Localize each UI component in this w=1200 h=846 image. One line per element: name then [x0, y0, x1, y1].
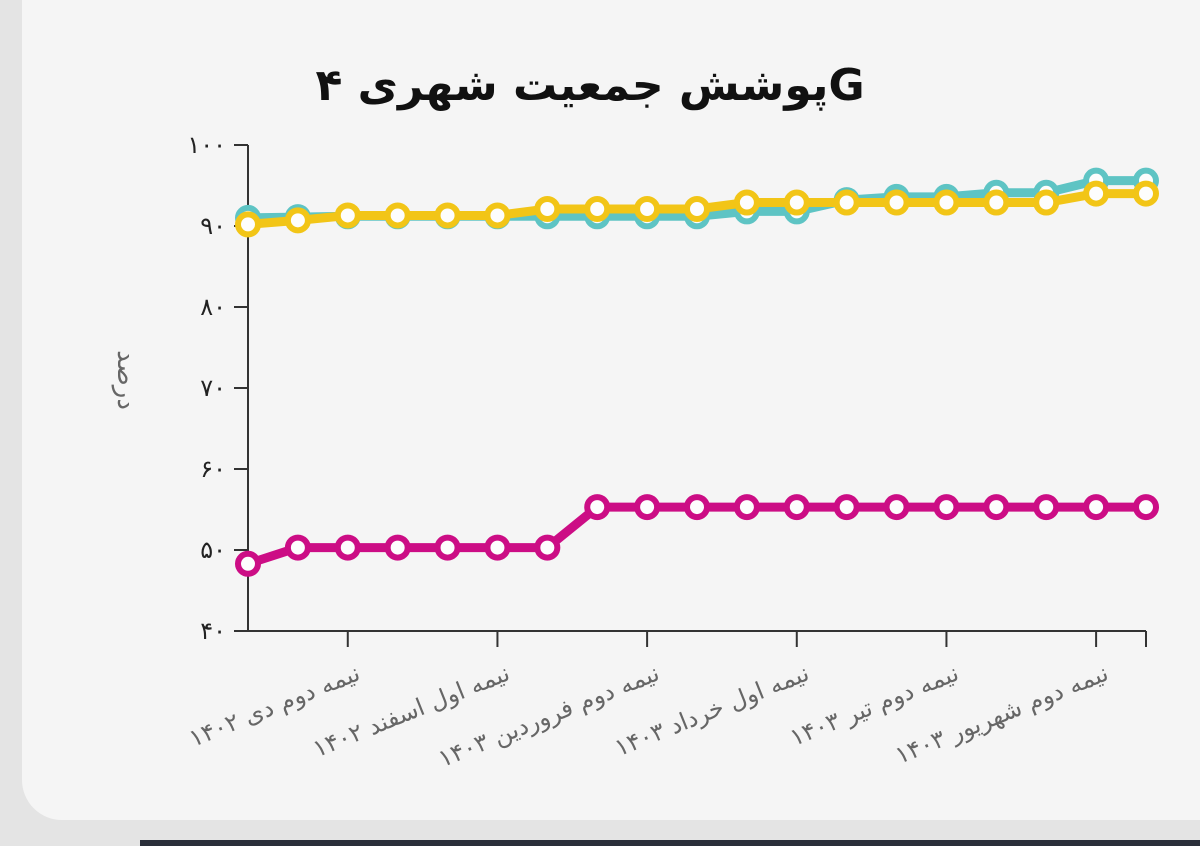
data-point: [334, 202, 361, 229]
y-tick-label: ۱۰۰: [187, 131, 226, 159]
data-point: [235, 550, 261, 577]
data-point: [484, 202, 511, 229]
y-tick-label: ۴۰: [200, 617, 226, 645]
data-point: [733, 494, 760, 521]
data-point: [783, 494, 810, 521]
data-point: [1133, 494, 1159, 521]
data-point: [1133, 180, 1159, 207]
data-point: [235, 211, 261, 238]
chart-card: [22, 0, 1200, 820]
data-point: [334, 534, 361, 561]
data-point: [883, 189, 910, 216]
data-point: [284, 207, 311, 234]
y-tick-label: ۶۰: [200, 455, 226, 483]
data-point: [584, 195, 611, 222]
y-axis-label: درصد: [111, 350, 141, 410]
data-point: [584, 494, 611, 521]
data-point: [384, 202, 411, 229]
data-point: [783, 189, 810, 216]
data-point: [1033, 494, 1060, 521]
chart-title: پوشش جمعیت شهری ۴G: [315, 60, 864, 111]
data-point: [634, 494, 661, 521]
data-point: [634, 195, 661, 222]
data-point: [983, 189, 1010, 216]
series-layer: [235, 167, 1159, 577]
data-point: [933, 494, 960, 521]
data-point: [933, 189, 960, 216]
data-point: [983, 494, 1010, 521]
taskbar-strip: [140, 840, 1200, 846]
data-point: [434, 202, 461, 229]
data-point: [684, 195, 710, 222]
data-point: [684, 494, 710, 521]
data-point: [833, 189, 860, 216]
data-point: [1083, 494, 1110, 521]
data-point: [534, 195, 561, 222]
data-point: [434, 534, 461, 561]
data-point: [883, 494, 910, 521]
y-tick-label: ۸۰: [200, 293, 226, 321]
data-point: [1033, 189, 1060, 216]
data-point: [534, 534, 561, 561]
data-point: [384, 534, 411, 561]
data-point: [484, 534, 511, 561]
data-point: [1083, 180, 1110, 207]
y-tick-label: ۵۰: [200, 536, 226, 564]
data-point: [284, 534, 311, 561]
y-tick-label: ۷۰: [200, 374, 226, 402]
series-1: [235, 180, 1159, 238]
data-point: [733, 189, 760, 216]
data-point: [833, 494, 860, 521]
series-2: [235, 494, 1159, 577]
y-tick-label: ۹۰: [200, 212, 226, 240]
